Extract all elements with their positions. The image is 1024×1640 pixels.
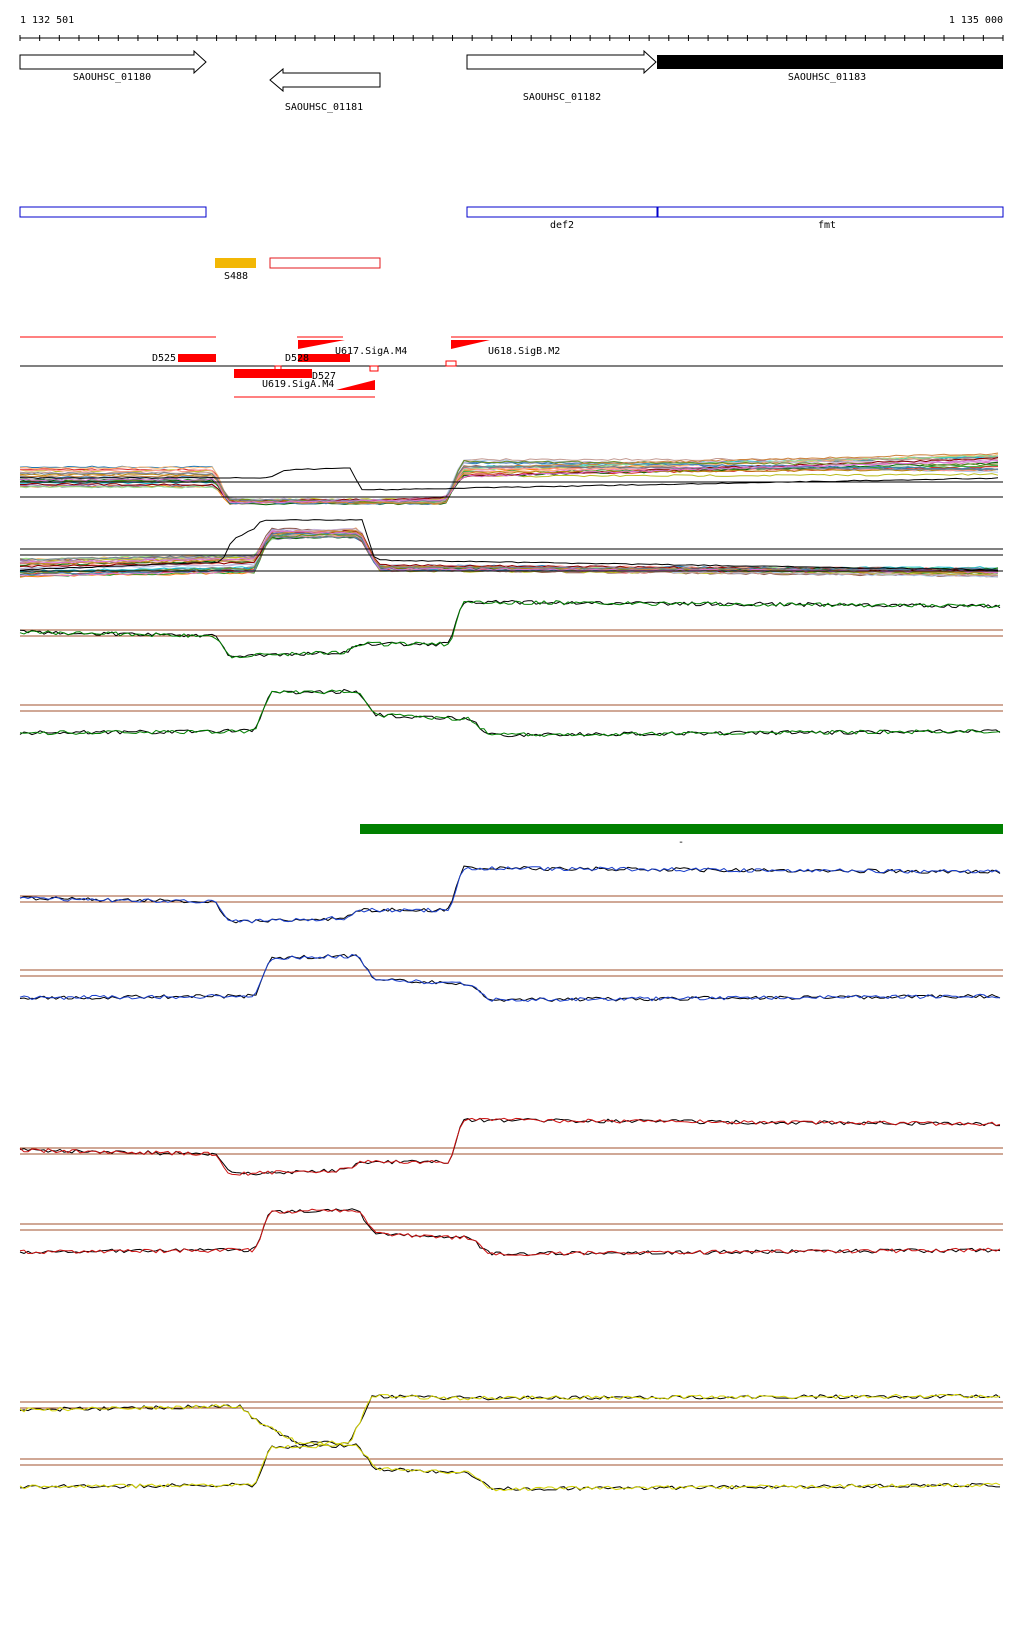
srna-box-outline[interactable]: [269, 257, 381, 269]
gene-bar-saouhsc-01183[interactable]: [657, 55, 1003, 69]
gene-label-saouhsc-01182: SAOUHSC_01182: [523, 92, 601, 103]
expression-series-line: [19, 535, 999, 571]
feature-label-d528: D528: [285, 353, 309, 364]
expression-series-line: [19, 1393, 1001, 1446]
promoter-flag-u617[interactable]: [298, 340, 345, 349]
green-coverage-bar[interactable]: [360, 824, 1003, 834]
feature-label-d525: D525: [152, 353, 176, 364]
gene-label-saouhsc-01183: SAOUHSC_01183: [788, 72, 866, 83]
expression-series-line: [19, 468, 999, 505]
feature-bar-d525[interactable]: [178, 354, 216, 362]
expression-series-line: [19, 866, 1001, 924]
gene-track: SAOUHSC_01180 SAOUHSC_01181 SAOUHSC_0118…: [19, 49, 1003, 113]
expression-series-line: [19, 536, 999, 571]
annotation-box-1[interactable]: [19, 206, 207, 218]
annotation-box-def2[interactable]: [466, 206, 658, 218]
expression-series-line: [19, 534, 999, 571]
gene-arrow-saouhsc-01180[interactable]: [19, 49, 207, 75]
ruler-ticks: [19, 35, 1004, 41]
expression-series-line: [19, 865, 1001, 924]
expression-series-line: [19, 689, 1001, 738]
annotation-label-def2: def2: [550, 220, 574, 231]
expression-series-line: [19, 1208, 1001, 1257]
feature-bar-d528[interactable]: [298, 354, 350, 362]
marker-box-3: [445, 360, 457, 367]
expression-series-line: [19, 688, 1001, 738]
feature-label-d527: D527: [312, 371, 336, 382]
feature-label-u619: U618.SigB.M2: [488, 346, 560, 357]
feature-label-u617: U617.SigA.M4: [335, 346, 407, 357]
expression-series-line: [19, 1117, 1000, 1176]
expression-series-line: [19, 452, 999, 505]
marker-box-2: [369, 365, 379, 372]
expression-series-line: [19, 519, 999, 571]
annotation-box-fmt[interactable]: [657, 206, 1004, 218]
expression-series-line: [19, 459, 999, 504]
expression-track-multi-2: [19, 519, 1003, 578]
expression-tracks-paired: [19, 599, 1003, 1492]
gene-label-saouhsc-01181: SAOUHSC_01181: [285, 102, 363, 113]
expression-series-line: [20, 465, 999, 503]
position-ruler: 1 132 501 1 135 000: [19, 15, 1004, 41]
expression-series-line: [19, 529, 998, 572]
srna-label-s488: S488: [224, 271, 248, 282]
srna-box-s488[interactable]: [215, 258, 256, 268]
regulatory-feature-track: D525 D528 D527 U617.SigA.M4 U618.SigB.M2…: [20, 336, 1003, 398]
expression-series-line: [19, 1442, 1001, 1492]
srna-track: S488: [215, 257, 381, 282]
promoter-flag-u618[interactable]: [336, 380, 375, 390]
feature-bar-d527[interactable]: [234, 369, 312, 378]
expression-series-line: [19, 1443, 1000, 1491]
expression-series-line: [19, 1208, 1001, 1257]
gene-arrow-saouhsc-01182[interactable]: [466, 49, 657, 75]
gene-arrow-saouhsc-01181[interactable]: [269, 67, 381, 93]
annotation-track: def2 fmt: [19, 206, 1004, 231]
gene-label-saouhsc-01180: SAOUHSC_01180: [73, 72, 151, 83]
expression-series-line: [19, 600, 1001, 659]
expression-series-line: [19, 1117, 1001, 1176]
annotation-label-fmt: fmt: [818, 220, 836, 231]
expression-series-line: [19, 953, 1001, 1002]
expression-track-multi-1: [19, 452, 1003, 506]
green-bar-label: -: [678, 837, 684, 848]
promoter-flag-u619[interactable]: [451, 340, 490, 349]
expression-series-line: [19, 953, 1001, 1003]
expression-series-line: [19, 457, 998, 502]
ruler-start-label: 1 132 501: [20, 15, 74, 26]
expression-series-line: [19, 460, 999, 506]
feature-label-u618: U619.SigA.M4: [262, 379, 334, 390]
expression-series-line: [19, 599, 1001, 658]
marker-box-1: [274, 365, 282, 372]
ruler-end-label: 1 135 000: [949, 15, 1003, 26]
